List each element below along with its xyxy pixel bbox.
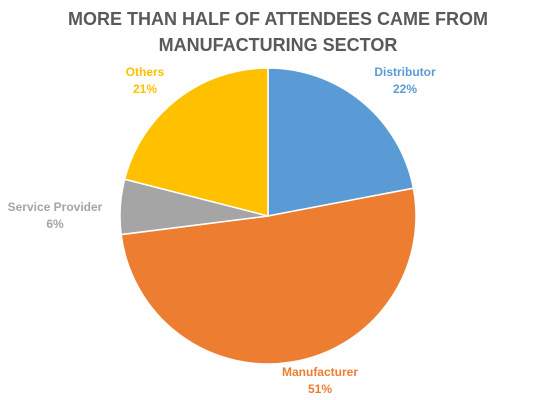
slice-label: Distributor <box>374 65 436 79</box>
slice-value-label: 22% <box>393 82 417 96</box>
slice-label: Manufacturer <box>282 365 358 379</box>
chart-title: MANUFACTURING SECTOR <box>159 35 398 55</box>
slice-label: Service Provider <box>8 200 103 214</box>
slice-value-label: 21% <box>133 82 157 96</box>
pie-slice <box>120 187 417 365</box>
slice-label: Others <box>126 65 165 79</box>
slice-value-label: 51% <box>308 382 332 396</box>
pie-slice <box>267 67 415 217</box>
chart-title: MORE THAN HALF OF ATTENDEES CAME FROM <box>68 9 488 29</box>
slice-value-label: 6% <box>46 217 64 231</box>
pie-slice <box>123 67 269 217</box>
